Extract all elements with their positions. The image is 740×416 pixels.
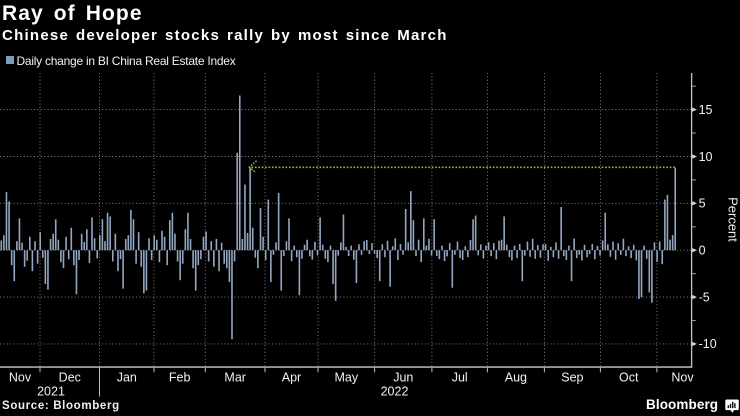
svg-text:May: May [334, 371, 358, 385]
svg-text:Jan: Jan [117, 371, 137, 385]
svg-text:Apr: Apr [282, 371, 301, 385]
svg-text:Dec: Dec [59, 371, 81, 385]
svg-text:Oct: Oct [619, 371, 639, 385]
svg-text:Nov: Nov [9, 371, 32, 385]
svg-text:15: 15 [699, 103, 713, 117]
svg-text:Sep: Sep [561, 371, 583, 385]
svg-text:-10: -10 [699, 337, 717, 351]
svg-text:Nov: Nov [671, 371, 694, 385]
svg-text:Mar: Mar [224, 371, 246, 385]
svg-text:2022: 2022 [381, 385, 409, 399]
svg-text:-5: -5 [699, 290, 710, 304]
svg-text:0: 0 [699, 244, 706, 258]
svg-text:Aug: Aug [505, 371, 527, 385]
svg-text:10: 10 [699, 150, 713, 164]
svg-text:Jun: Jun [393, 371, 413, 385]
svg-text:Jul: Jul [452, 371, 468, 385]
svg-text:5: 5 [699, 197, 706, 211]
svg-text:2021: 2021 [37, 385, 65, 399]
svg-text:Feb: Feb [169, 371, 191, 385]
svg-text:Percent: Percent [726, 197, 740, 242]
